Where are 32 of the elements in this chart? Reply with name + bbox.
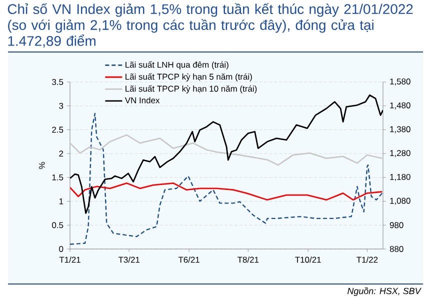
y-tick-label: 0.5 [52, 222, 64, 228]
x-tick-label: T1/21 [59, 256, 80, 263]
y2-tick-label: 1,480 [390, 102, 410, 110]
line-series [70, 94, 384, 214]
legend-label: Lãi suất TPCP kỳ hạn 5 năm (trái) [126, 73, 252, 82]
y2-tick-label: 880 [390, 246, 404, 252]
y2-tick-label: 1,280 [390, 150, 410, 158]
y-tick-label: 1 [59, 198, 64, 204]
line-series [70, 182, 383, 201]
text: Nguồn: HSX, SBV [347, 287, 422, 296]
y-tick-label: 0 [59, 246, 64, 252]
y2-tick-label: 1,380 [390, 126, 410, 134]
x-tick-label: T1/22 [356, 256, 378, 263]
y-tick-label: 1.5 [52, 174, 64, 180]
y2-tick-label: 980 [390, 222, 404, 228]
legend-label: Lãi suất LNH qua đêm (trái) [126, 61, 228, 70]
x-tick-label: T10/21 [295, 256, 321, 263]
y-tick-label: 2 [59, 150, 64, 157]
y-axis-title: % [38, 162, 45, 169]
x-tick-label: T3/21 [118, 256, 140, 263]
line-series [70, 112, 383, 245]
y2-tick-label: 1,080 [390, 198, 410, 205]
y2-tick-label: 1,180 [390, 174, 410, 181]
x-tick-label: T6/21 [178, 256, 200, 263]
y2-tick-label: 1,580 [390, 78, 410, 86]
legend-label: VN Index [124, 97, 160, 104]
chart-title: Chỉ số VN Index giảm 1,5% trong tuần kết thúc ngày 21/01/2022 (so với giảm 2,1% trong các tuần trước đây), đóng cửa tại 1.472,89 điểm [8, 3, 413, 48]
x-tick-label: T8/21 [238, 256, 259, 263]
y-tick-label: 3.5 [52, 79, 64, 85]
legend-label: Lãi suất TPCP kỳ hạn 10 năm (trái) [126, 85, 257, 94]
y-tick-label: 3 [59, 102, 64, 109]
y-tick-label: 2.5 [52, 126, 64, 133]
